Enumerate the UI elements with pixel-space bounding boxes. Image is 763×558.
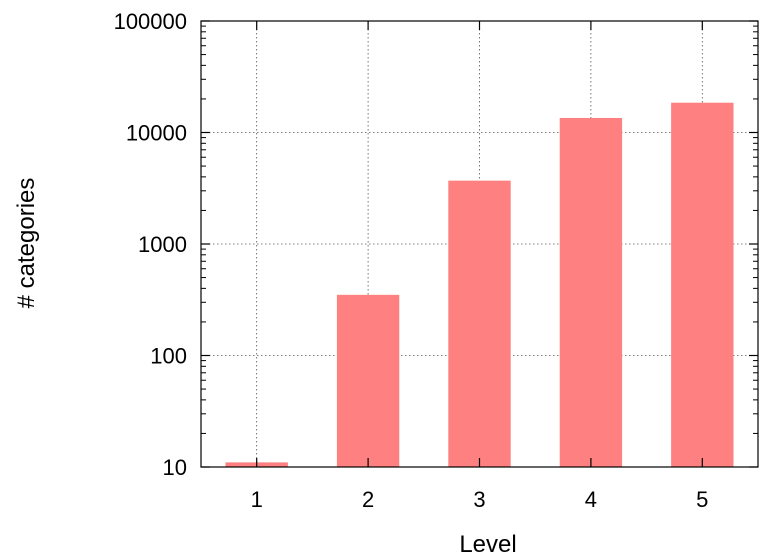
bars xyxy=(225,102,734,468)
y-tick-label: 10 xyxy=(163,455,187,480)
x-axis-label: Level xyxy=(459,531,516,558)
y-tick-labels: 10 100 1000 10000 100000 xyxy=(114,9,187,480)
bar-level-4 xyxy=(559,117,623,468)
x-tick-label: 4 xyxy=(585,487,597,512)
x-tick-label: 2 xyxy=(362,487,374,512)
y-axis-label: # categories xyxy=(13,178,40,309)
grid-lines xyxy=(201,21,758,467)
bar-level-5 xyxy=(671,102,734,467)
y-tick-label: 100 xyxy=(150,344,187,369)
y-tick-label: 10000 xyxy=(126,121,187,146)
bar-level-3 xyxy=(448,180,511,467)
x-tick-label: 5 xyxy=(696,487,708,512)
y-tick-label: 1000 xyxy=(138,232,187,257)
bar-level-2 xyxy=(336,294,400,467)
y-tick-label: 100000 xyxy=(114,9,187,34)
x-tick-labels: 1 2 3 4 5 xyxy=(251,487,709,512)
x-tick-label: 3 xyxy=(473,487,485,512)
x-tick-label: 1 xyxy=(251,487,263,512)
axis-ticks xyxy=(201,20,758,468)
